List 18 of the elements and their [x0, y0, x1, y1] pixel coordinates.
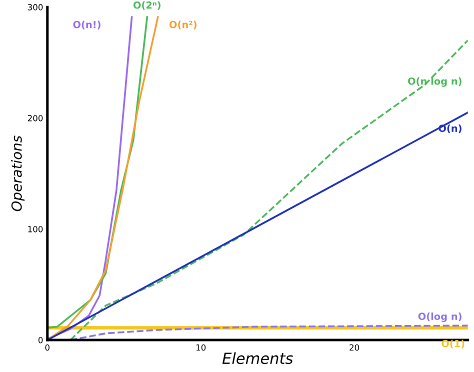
series-label: O(n log n) — [408, 77, 462, 87]
line-series — [70, 324, 468, 340]
x-tick-label: 10 — [196, 344, 206, 351]
x-axis-title: Elements — [222, 352, 293, 364]
series-label: O(log n) — [418, 312, 462, 322]
series-label: O(2ⁿ) — [133, 1, 160, 10]
series-label: O(n²) — [169, 20, 196, 30]
y-tick-label: 100 — [28, 226, 43, 232]
y-tick-label: 0 — [38, 336, 43, 344]
y-axis-title: Operations — [11, 136, 25, 212]
x-tick-label: 0 — [45, 344, 50, 351]
line-series — [70, 39, 468, 340]
line-series — [47, 16, 133, 340]
x-tick-label: 20 — [350, 344, 360, 351]
series-label: O(1) — [442, 340, 464, 348]
y-tick-label: 300 — [28, 4, 43, 10]
y-tick-label: 200 — [28, 115, 43, 122]
text: O(n!) — [73, 20, 100, 30]
